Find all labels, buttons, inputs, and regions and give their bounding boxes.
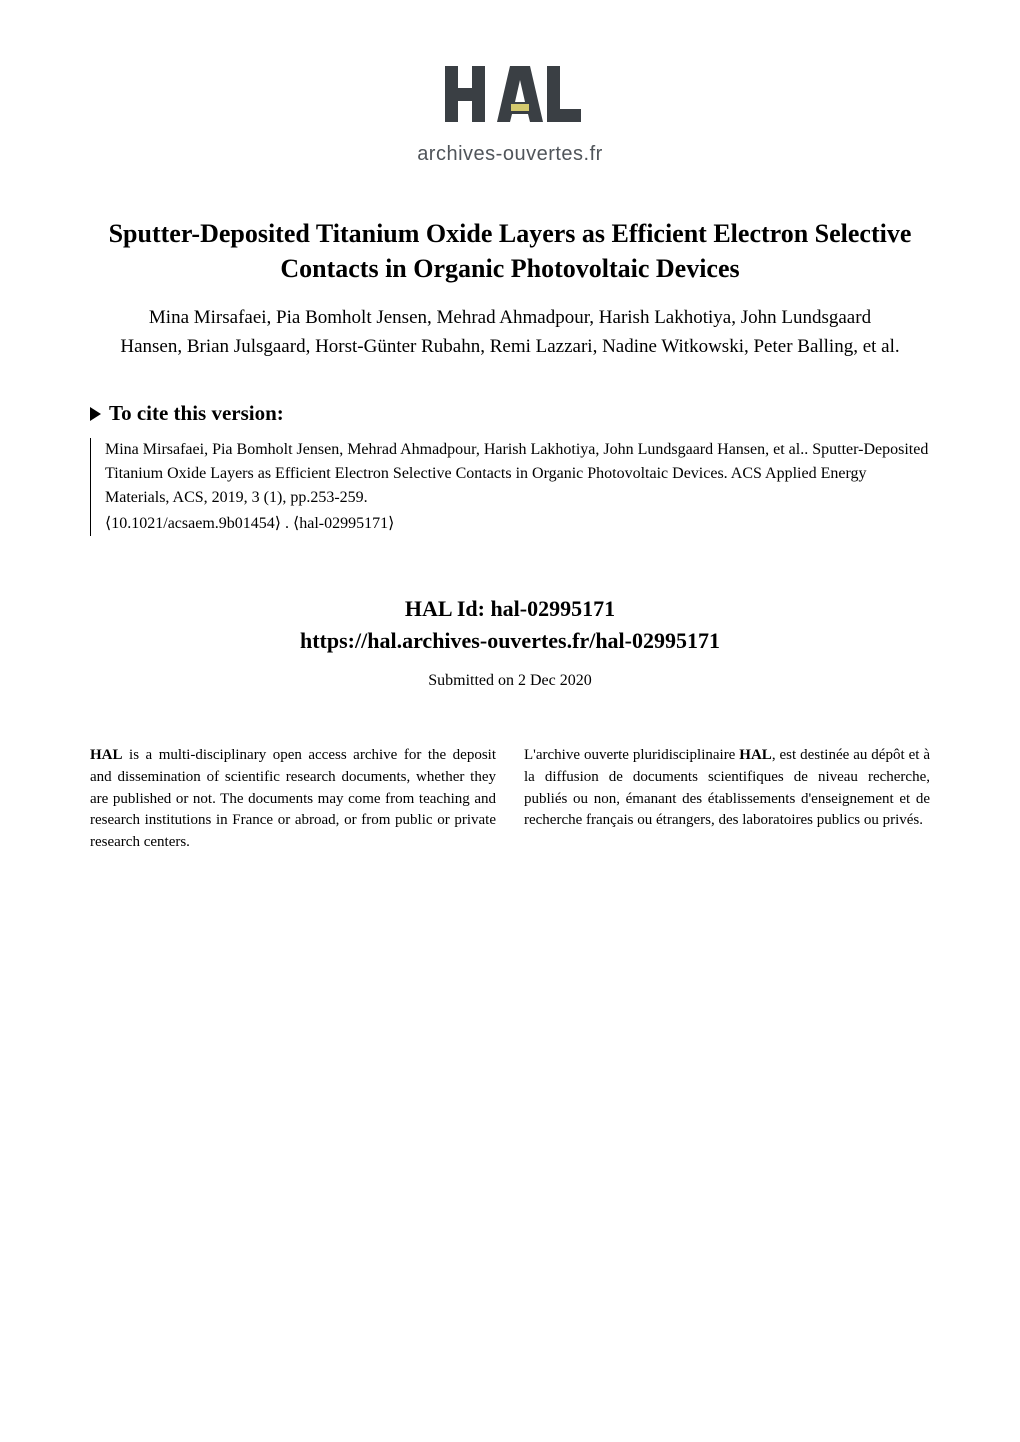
abstract-right-start: L'archive ouverte pluridisciplinaire: [524, 747, 739, 763]
logo-subtitle: archives-ouvertes.fr: [417, 143, 603, 166]
cite-section: To cite this version: Mina Mirsafaei, Pi…: [90, 401, 930, 536]
triangle-icon: [90, 407, 101, 421]
paper-title: Sputter-Deposited Titanium Oxide Layers …: [90, 216, 930, 286]
abstract-right: L'archive ouverte pluridisciplinaire HAL…: [524, 745, 930, 854]
hal-url[interactable]: https://hal.archives-ouvertes.fr/hal-029…: [90, 628, 930, 654]
submitted-date: Submitted on 2 Dec 2020: [90, 672, 930, 690]
hal-logo: archives-ouvertes.fr: [417, 60, 603, 166]
cite-doi: ⟨10.1021/acsaem.9b01454⟩ . ⟨hal-02995171…: [105, 512, 930, 536]
hal-logo-icon: [435, 60, 585, 136]
paper-authors: Mina Mirsafaei, Pia Bomholt Jensen, Mehr…: [90, 304, 930, 361]
abstract-columns: HAL is a multi-disciplinary open access …: [90, 745, 930, 854]
hal-id-block: HAL Id: hal-02995171 https://hal.archive…: [90, 596, 930, 654]
cite-header: To cite this version:: [90, 401, 930, 426]
abstract-left-text: is a multi-disciplinary open access arch…: [90, 747, 496, 850]
cite-label: To cite this version:: [109, 401, 284, 426]
logo-block: archives-ouvertes.fr: [90, 60, 930, 166]
hal-id: HAL Id: hal-02995171: [90, 596, 930, 622]
abstract-left-bold: HAL: [90, 747, 123, 763]
cite-body: Mina Mirsafaei, Pia Bomholt Jensen, Mehr…: [90, 438, 930, 536]
cite-authors: Mina Mirsafaei, Pia Bomholt Jensen, Mehr…: [105, 441, 812, 458]
abstract-left: HAL is a multi-disciplinary open access …: [90, 745, 496, 854]
abstract-right-bold: HAL: [739, 747, 772, 763]
